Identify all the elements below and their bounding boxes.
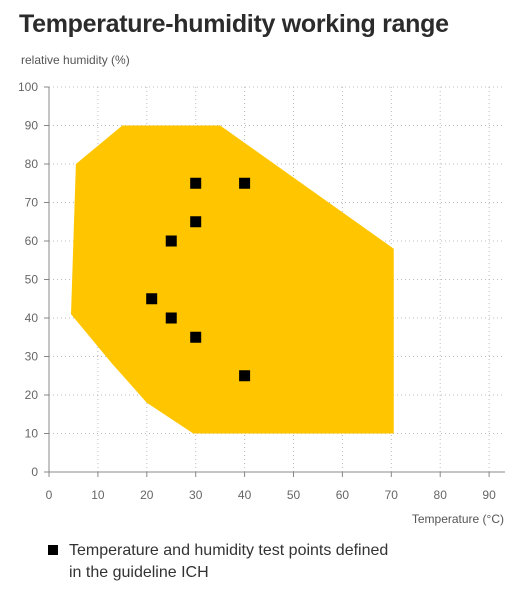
- test-point: [190, 216, 202, 228]
- y-tick-label: 0: [31, 465, 38, 479]
- x-tick-label: 80: [434, 488, 448, 502]
- test-point: [165, 312, 177, 324]
- x-tick-label: 0: [46, 488, 53, 502]
- y-tick-label: 70: [25, 196, 39, 210]
- tick-labels: 0 10 20 30 40 50 60 70 80 90 100 0 10 20 30 40 50 60 70 80 9…: [18, 80, 496, 502]
- x-tick-label: 70: [385, 488, 399, 502]
- y-axis-label: relative humidity (%): [21, 53, 130, 67]
- y-tick-label: 20: [25, 388, 39, 402]
- y-tick-label: 30: [25, 350, 39, 364]
- chart-plot: 0 10 20 30 40 50 60 70 80 90 100 0 10 20 30 40 50 60 70 80 9…: [18, 80, 505, 526]
- x-tick-label: 50: [287, 488, 301, 502]
- test-points: [146, 177, 251, 382]
- test-point: [190, 331, 202, 343]
- chart-title: Temperature-humidity working range: [19, 10, 449, 38]
- y-tick-label: 50: [25, 273, 39, 287]
- test-point: [239, 177, 251, 189]
- working-range-area: [71, 125, 394, 434]
- legend-square-marker: [48, 545, 58, 555]
- y-tick-label: 10: [25, 427, 39, 441]
- x-tick-label: 60: [336, 488, 350, 502]
- y-tick-label: 40: [25, 311, 39, 325]
- test-point: [239, 370, 251, 382]
- axes: [44, 86, 505, 477]
- test-point: [146, 293, 158, 305]
- x-tick-label: 10: [91, 488, 105, 502]
- x-tick-label: 30: [189, 488, 203, 502]
- y-tick-label: 80: [25, 157, 39, 171]
- x-tick-label: 40: [238, 488, 252, 502]
- x-tick-label: 20: [140, 488, 154, 502]
- test-point: [190, 177, 202, 189]
- y-tick-label: 100: [18, 80, 38, 94]
- test-point: [165, 235, 177, 247]
- y-tick-label: 90: [25, 119, 39, 133]
- x-axis-label: Temperature (°C): [412, 512, 504, 526]
- legend-label: Temperature and humidity test points def…: [69, 542, 389, 581]
- y-tick-label: 60: [25, 234, 39, 248]
- x-tick-label: 90: [482, 488, 496, 502]
